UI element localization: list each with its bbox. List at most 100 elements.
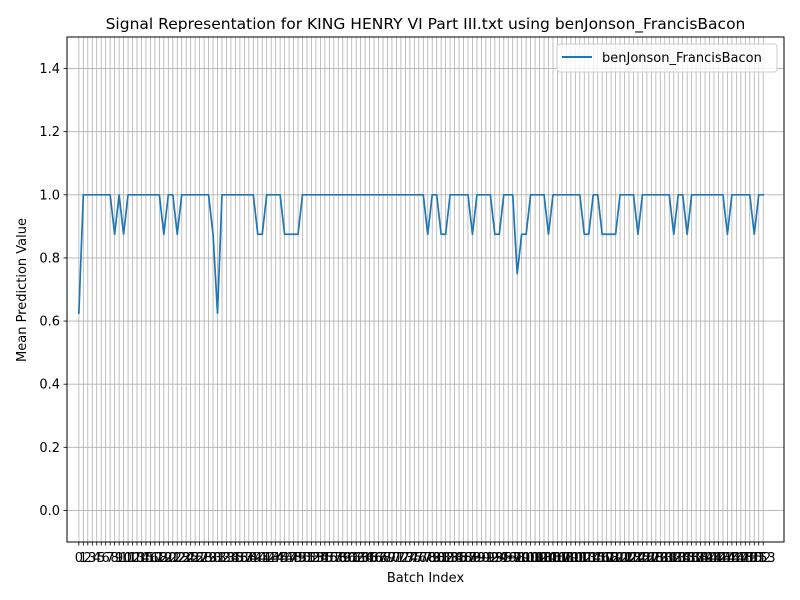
y-tick-label: 1.0 bbox=[39, 188, 60, 203]
legend-box bbox=[556, 43, 778, 73]
x-tick-label: 65 bbox=[361, 551, 378, 566]
legend-label: benJonson_FrancisBacon bbox=[602, 51, 762, 66]
x-tick-label: 8 bbox=[110, 551, 118, 566]
x-tick-label: 34 bbox=[223, 551, 240, 566]
y-tick-label: 0.8 bbox=[39, 251, 60, 266]
x-tick-label: 107 bbox=[545, 551, 570, 566]
x-tick-label: 30 bbox=[205, 551, 222, 566]
x-axis: 0123456789101112131415161718192021222324… bbox=[75, 542, 776, 566]
x-tick-label: 132 bbox=[657, 551, 682, 566]
series-line-benjonson-francisbacon bbox=[77, 193, 765, 315]
x-tick-label: 144 bbox=[711, 551, 736, 566]
x-tick-label: 113 bbox=[572, 551, 597, 566]
x-tick-label: 127 bbox=[634, 551, 659, 566]
x-tick-label: 5 bbox=[97, 551, 105, 566]
x-tick-label: 74 bbox=[402, 551, 419, 566]
x-tick-label: 92 bbox=[482, 551, 499, 566]
y-tick-label: 0.6 bbox=[39, 315, 60, 330]
x-tick-label: 145 bbox=[715, 551, 740, 566]
x-tick-label: 87 bbox=[460, 551, 477, 566]
x-tick-label: 114 bbox=[576, 551, 601, 566]
x-tick-label: 143 bbox=[706, 551, 731, 566]
x-tick-label: 136 bbox=[675, 551, 700, 566]
x-tick-label: 29 bbox=[200, 551, 217, 566]
x-tick-label: 139 bbox=[688, 551, 713, 566]
y-axis-label: Mean Prediction Value bbox=[15, 218, 30, 362]
x-tick-label: 90 bbox=[473, 551, 490, 566]
x-tick-label: 13 bbox=[129, 551, 146, 566]
x-tick-label: 28 bbox=[196, 551, 213, 566]
x-tick-label: 150 bbox=[737, 551, 762, 566]
x-tick-label: 72 bbox=[393, 551, 410, 566]
x-tick-label: 83 bbox=[442, 551, 459, 566]
x-tick-label: 2 bbox=[84, 551, 92, 566]
x-tick-label: 82 bbox=[437, 551, 454, 566]
x-tick-label: 69 bbox=[379, 551, 396, 566]
x-tick-label: 36 bbox=[232, 551, 249, 566]
x-tick-label: 25 bbox=[182, 551, 199, 566]
series-layer bbox=[77, 193, 765, 315]
x-tick-label: 24 bbox=[178, 551, 195, 566]
x-tick-label: 16 bbox=[142, 551, 159, 566]
x-tick-label: 96 bbox=[500, 551, 517, 566]
x-tick-label: 54 bbox=[312, 551, 329, 566]
x-tick-label: 18 bbox=[151, 551, 168, 566]
x-tick-label: 77 bbox=[415, 551, 432, 566]
x-tick-label: 128 bbox=[639, 551, 664, 566]
x-tick-label: 17 bbox=[147, 551, 164, 566]
x-tick-label: 78 bbox=[419, 551, 436, 566]
x-tick-label: 138 bbox=[684, 551, 709, 566]
x-tick-label: 21 bbox=[165, 551, 182, 566]
x-tick-label: 59 bbox=[334, 551, 351, 566]
x-tick-label: 58 bbox=[330, 551, 347, 566]
x-tick-label: 105 bbox=[536, 551, 561, 566]
x-tick-label: 33 bbox=[218, 551, 235, 566]
x-tick-label: 103 bbox=[527, 551, 552, 566]
x-tick-label: 110 bbox=[558, 551, 583, 566]
x-tick-label: 121 bbox=[608, 551, 633, 566]
x-tick-label: 151 bbox=[742, 551, 767, 566]
x-tick-label: 130 bbox=[648, 551, 673, 566]
x-gridlines bbox=[78, 37, 764, 542]
x-tick-label: 47 bbox=[281, 551, 298, 566]
y-tick-label: 0.4 bbox=[39, 378, 60, 393]
x-tick-label: 70 bbox=[384, 551, 401, 566]
x-tick-label: 42 bbox=[258, 551, 275, 566]
x-tick-label: 79 bbox=[424, 551, 441, 566]
x-tick-label: 129 bbox=[643, 551, 668, 566]
x-tick-label: 131 bbox=[652, 551, 677, 566]
x-tick-label: 146 bbox=[719, 551, 744, 566]
x-tick-label: 11 bbox=[120, 551, 137, 566]
x-tick-label: 84 bbox=[446, 551, 463, 566]
x-tick-label: 98 bbox=[509, 551, 526, 566]
x-tick-label: 53 bbox=[308, 551, 325, 566]
x-tick-label: 80 bbox=[428, 551, 445, 566]
x-tick-label: 91 bbox=[478, 551, 495, 566]
y-axis: 0.0 0.2 0.4 0.6 0.8 1.0 1.2 1.4 bbox=[39, 62, 67, 519]
x-tick-label: 61 bbox=[343, 551, 360, 566]
x-tick-label: 27 bbox=[191, 551, 208, 566]
x-tick-label: 123 bbox=[617, 551, 642, 566]
x-tick-label: 56 bbox=[321, 551, 338, 566]
x-tick-label: 1 bbox=[79, 551, 87, 566]
x-tick-label: 86 bbox=[455, 551, 472, 566]
x-tick-label: 50 bbox=[294, 551, 311, 566]
x-tick-label: 117 bbox=[590, 551, 615, 566]
x-tick-label: 22 bbox=[169, 551, 186, 566]
x-tick-label: 0 bbox=[75, 551, 83, 566]
y-tick-label: 1.2 bbox=[39, 125, 60, 140]
x-tick-label: 134 bbox=[666, 551, 691, 566]
x-tick-label: 31 bbox=[209, 551, 226, 566]
x-tick-label: 4 bbox=[93, 551, 101, 566]
x-tick-label: 120 bbox=[603, 551, 628, 566]
x-tick-label: 6 bbox=[102, 551, 110, 566]
x-tick-label: 85 bbox=[451, 551, 468, 566]
x-tick-label: 100 bbox=[514, 551, 539, 566]
x-tick-label: 37 bbox=[236, 551, 253, 566]
x-tick-label: 12 bbox=[124, 551, 141, 566]
x-tick-label: 46 bbox=[276, 551, 293, 566]
x-tick-label: 43 bbox=[263, 551, 280, 566]
x-tick-label: 147 bbox=[724, 551, 749, 566]
x-tick-label: 51 bbox=[299, 551, 316, 566]
